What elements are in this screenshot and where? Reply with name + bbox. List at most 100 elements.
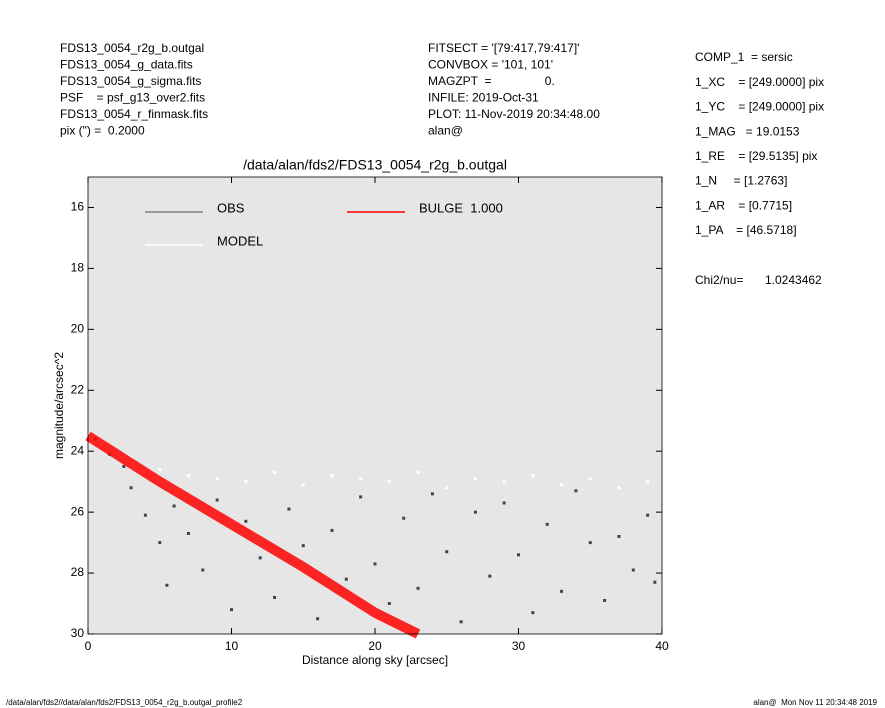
data-point [172, 504, 176, 508]
data-point [502, 501, 506, 505]
header-line: FDS13_0054_r2g_b.outgal [60, 41, 204, 55]
header-line: MAGZPT = 0. [428, 74, 555, 88]
data-point [430, 492, 434, 496]
param-line: 1_RE = [29.5135] pix [695, 149, 817, 163]
data-point [301, 544, 305, 548]
data-point [330, 474, 334, 478]
data-point [129, 486, 133, 490]
chi2-value: 1.0243462 [765, 273, 822, 287]
data-point [473, 477, 477, 481]
data-point [186, 531, 190, 535]
header-line: PLOT: 11-Nov-2019 20:34:48.00 [428, 107, 600, 121]
data-point [473, 510, 477, 514]
data-point [158, 541, 162, 545]
data-point [531, 611, 535, 615]
y-tick-label: 30 [71, 626, 85, 640]
y-tick-label: 22 [71, 382, 85, 396]
x-tick-label: 20 [368, 639, 382, 653]
data-point [244, 519, 248, 523]
data-point [488, 574, 492, 578]
data-point [344, 577, 348, 581]
data-point [416, 586, 420, 590]
data-point [258, 556, 262, 560]
data-point [646, 480, 650, 484]
data-point [273, 471, 277, 475]
x-tick-label: 30 [512, 639, 526, 653]
data-point [459, 620, 463, 624]
chart-title: /data/alan/fds2/FDS13_0054_r2g_b.outgal [243, 157, 507, 173]
data-point [273, 595, 277, 599]
data-point [402, 516, 406, 520]
chi2-label: Chi2/nu= [695, 273, 743, 287]
x-tick-label: 0 [85, 639, 92, 653]
data-point [186, 474, 190, 478]
data-point [387, 602, 391, 606]
data-point [158, 467, 162, 471]
data-point [143, 513, 147, 517]
param-line: 1_N = [1.2763] [695, 174, 787, 188]
header-line: FDS13_0054_r_finmask.fits [60, 107, 208, 121]
y-tick-label: 18 [71, 261, 85, 275]
header-line: FDS13_0054_g_data.fits [60, 58, 193, 72]
data-point [122, 464, 126, 468]
data-point [244, 480, 248, 484]
x-tick-label: 40 [655, 639, 669, 653]
data-point [359, 477, 363, 481]
x-axis-label: Distance along sky [arcsec] [302, 653, 448, 667]
data-point [560, 483, 564, 487]
data-point [502, 480, 506, 484]
y-tick-label: 16 [71, 200, 85, 214]
param-line: 1_AR = [0.7715] [695, 198, 792, 212]
param-line: 1_YC = [249.0000] pix [695, 100, 824, 114]
data-point [230, 608, 233, 612]
data-point [129, 455, 133, 459]
footer-left: /data/alan/fds2//data/alan/fds2/FDS13_00… [6, 698, 243, 707]
param-line: COMP_1 = sersic [695, 50, 793, 64]
data-point [445, 486, 449, 490]
data-point [445, 550, 449, 554]
header-line: INFILE: 2019-Oct-31 [428, 91, 539, 105]
data-point [330, 528, 334, 532]
data-point [631, 568, 635, 572]
data-point [316, 617, 320, 621]
data-point [373, 562, 377, 566]
data-point [603, 598, 607, 602]
footer-right: alan@ Mon Nov 11 20:34:48 2019 [753, 698, 877, 707]
header-line: CONVBOX = '101, 101' [428, 58, 553, 72]
y-tick-label: 26 [71, 504, 85, 518]
plot-area [88, 177, 662, 634]
param-line: 1_MAG = 19.0153 [695, 124, 800, 138]
y-tick-label: 24 [71, 443, 85, 457]
data-point [560, 589, 564, 593]
data-point [387, 480, 391, 484]
data-point [215, 477, 219, 481]
y-tick-label: 28 [71, 565, 85, 579]
data-point [201, 568, 205, 572]
data-point [531, 474, 535, 478]
legend-label: MODEL [217, 233, 263, 248]
header-line: FITSECT = '[79:417,79:417]' [428, 41, 579, 55]
y-axis-label: magnitude/arcsec^2 [52, 352, 66, 459]
header-line: FDS13_0054_g_sigma.fits [60, 74, 201, 88]
header-line: alan@ [428, 124, 463, 138]
data-point [653, 580, 657, 584]
legend-label: BULGE 1.000 [419, 200, 503, 215]
data-point [165, 583, 169, 587]
data-point [545, 522, 549, 526]
y-tick-label: 20 [71, 322, 85, 336]
param-line: 1_PA = [46.5718] [695, 223, 797, 237]
data-point [588, 541, 592, 545]
data-point [617, 486, 621, 490]
header-line: pix (") = 0.2000 [60, 124, 145, 138]
model-band [85, 431, 421, 639]
header-line: PSF = psf_g13_over2.fits [60, 91, 205, 105]
data-point [359, 495, 363, 499]
data-point [301, 483, 305, 487]
data-point [646, 513, 650, 517]
plot [85, 431, 657, 639]
x-tick-label: 10 [225, 639, 239, 653]
param-line: 1_XC = [249.0000] pix [695, 75, 824, 89]
data-point [574, 489, 578, 493]
data-point [416, 471, 420, 475]
